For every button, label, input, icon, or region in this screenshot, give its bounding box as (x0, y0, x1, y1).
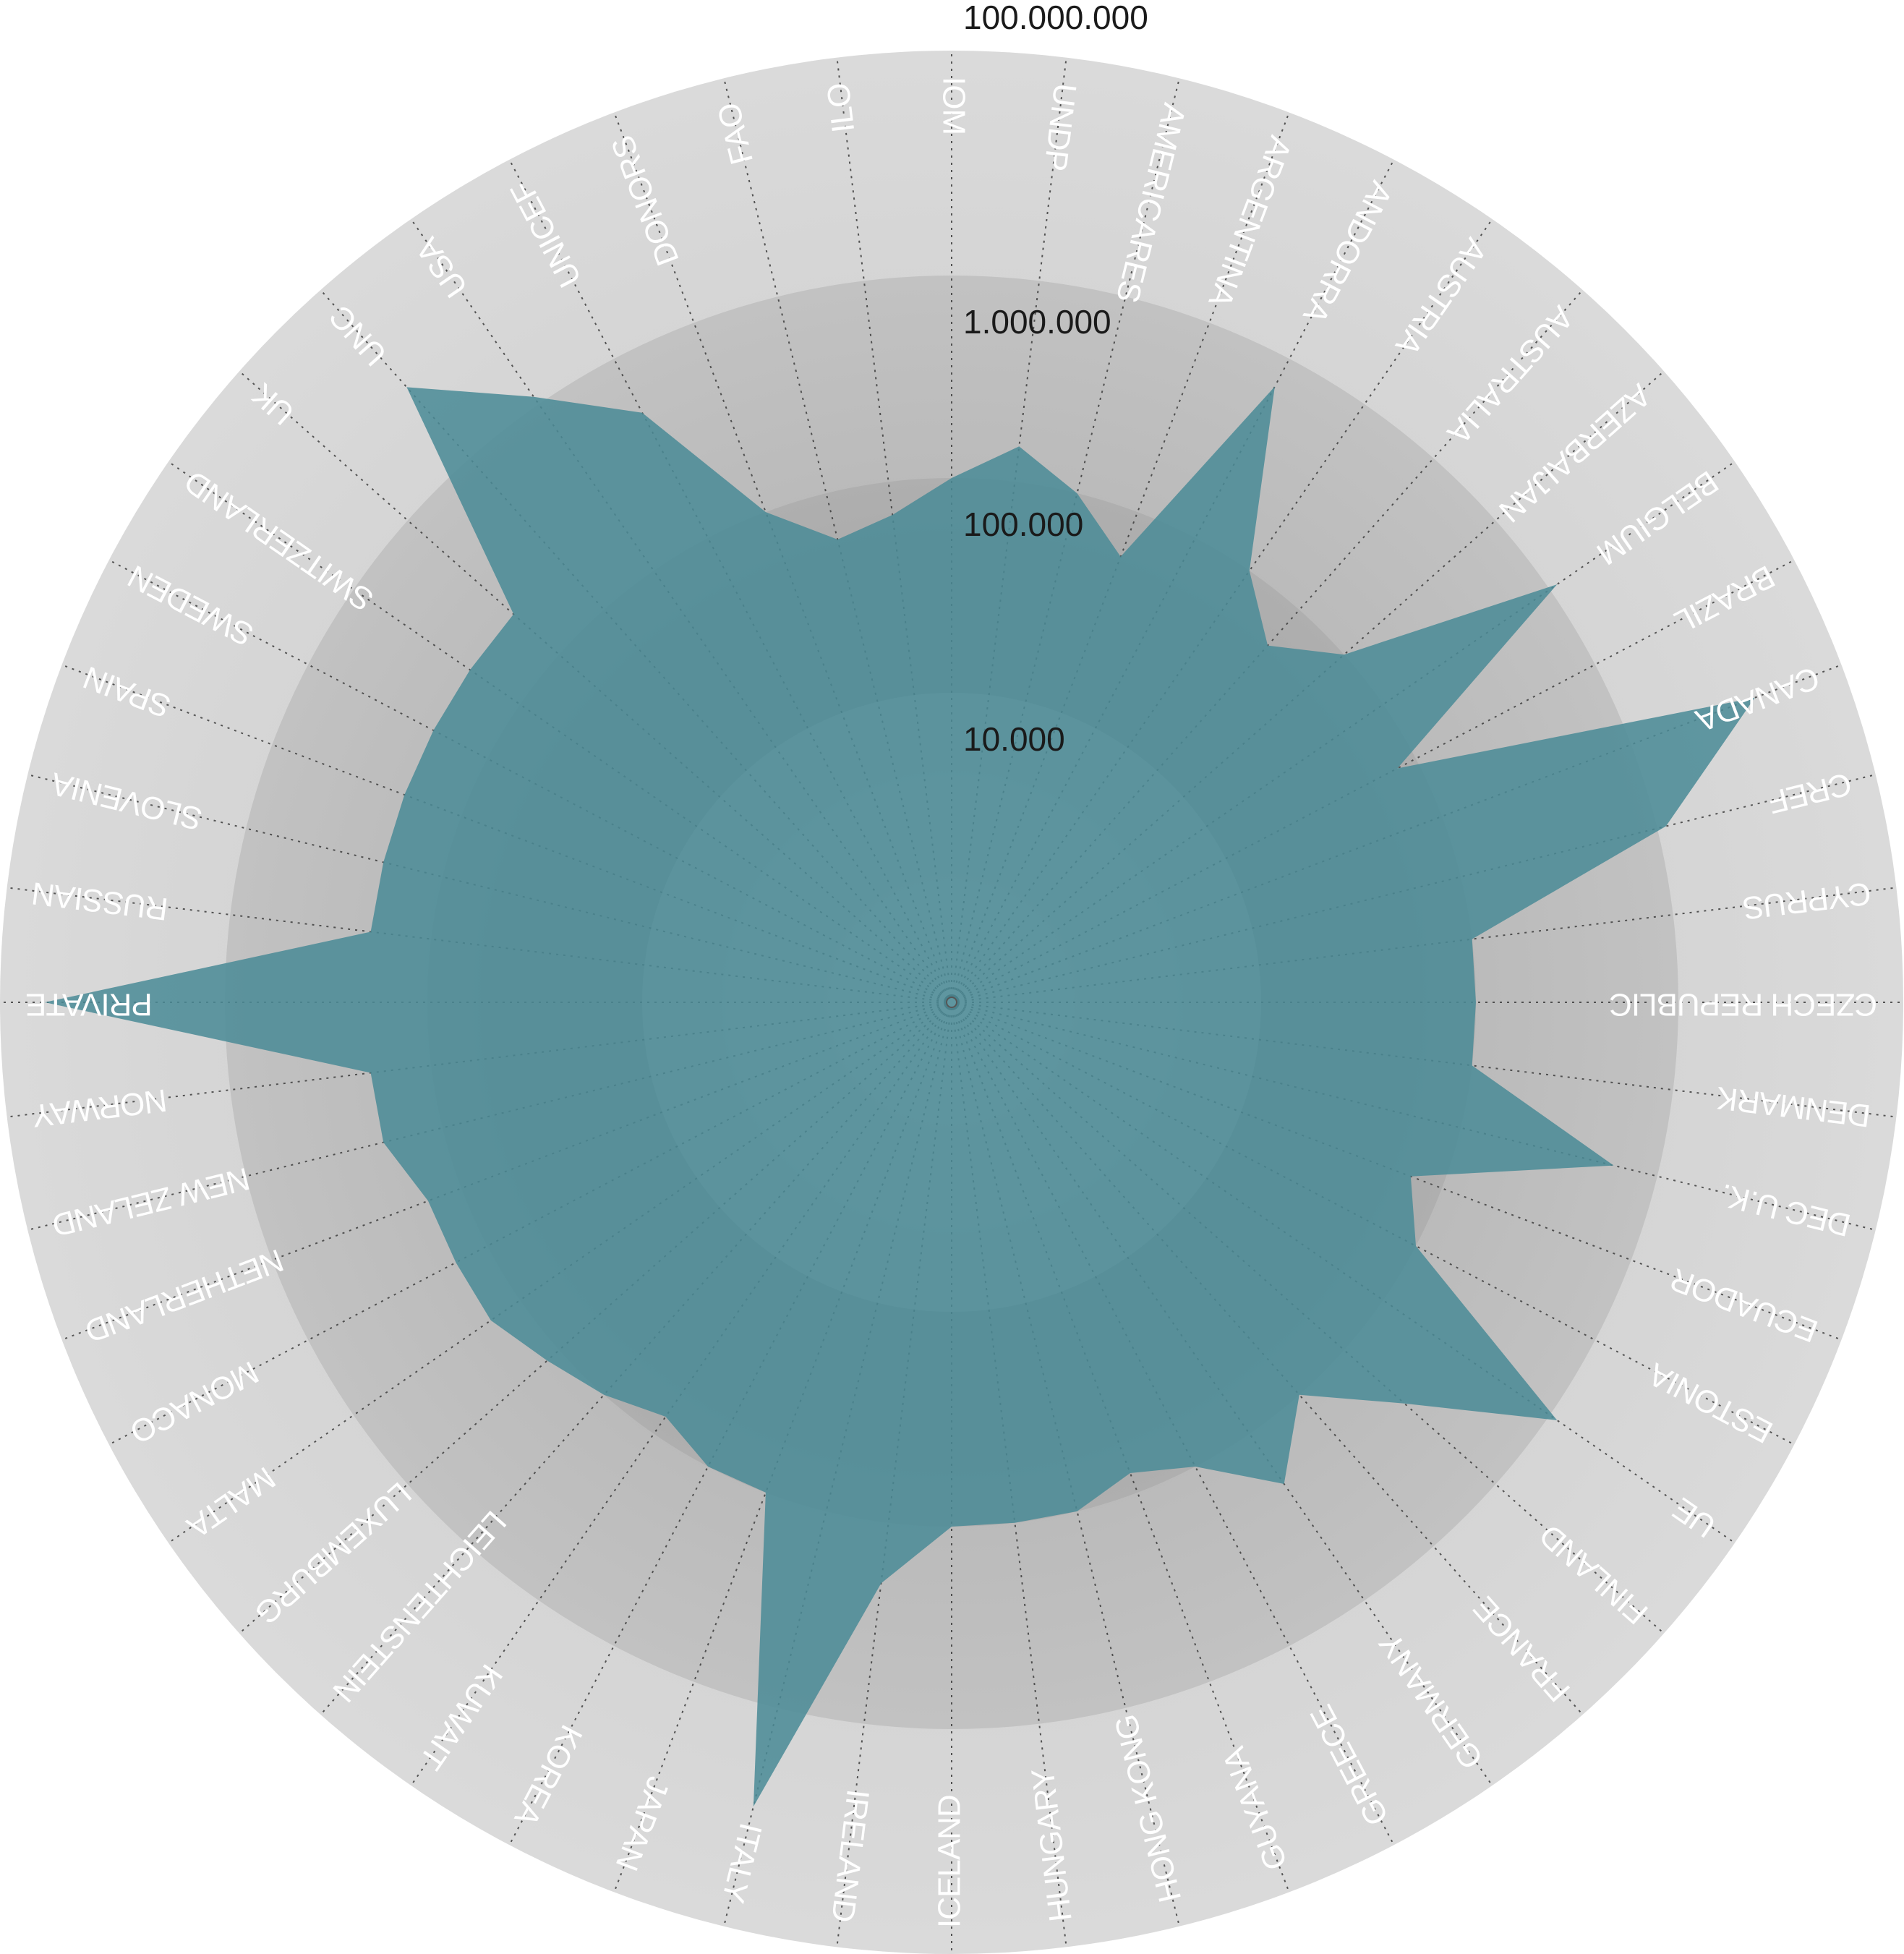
spoke-germany (954, 1007, 1493, 1786)
category-label-iom: IOM (936, 77, 971, 135)
series-layer (44, 386, 1755, 1807)
center-dot (946, 997, 957, 1008)
category-label-czech-republic: CZECH REPUBLIC (1610, 986, 1877, 1022)
spoke-guyana (952, 1007, 1290, 1893)
category-label-ilo: ILO (821, 82, 862, 135)
spoke-australia (955, 289, 1584, 999)
spoke-slovenia (27, 774, 947, 1002)
tick-label-100000: 100.000 (963, 505, 1083, 543)
spoke-kuwait (410, 1007, 949, 1786)
spoke-luxemburg (239, 1005, 948, 1634)
spoke-switzerland (168, 461, 947, 1000)
spoke-netherland (61, 1003, 947, 1341)
spoke-usa (410, 218, 949, 998)
spoke-azerbaijan (955, 370, 1665, 999)
spoke-malta (168, 1004, 947, 1544)
tick-label-1000000: 1.000.000 (963, 303, 1111, 341)
series-area-0 (44, 386, 1755, 1807)
category-label-iceland: ICELAND (932, 1795, 968, 1928)
spoke-ecuador (957, 1003, 1842, 1341)
tick-labels: 10.000 100.000 1.000.000 100.000.000 (963, 0, 1148, 758)
category-label-private: PRIVATE (26, 986, 153, 1022)
spoke-dec-u-k (957, 1002, 1876, 1231)
spoke-argentina (952, 112, 1290, 997)
spoke-americares (952, 78, 1180, 997)
spoke-japan (613, 1007, 951, 1893)
spoke-uk (239, 370, 948, 999)
tick-label-100000000: 100.000.000 (963, 0, 1148, 36)
spoke-ue (956, 1004, 1736, 1544)
spoke-france (955, 1006, 1584, 1715)
spoke-hong-kong (952, 1007, 1180, 1927)
spoke-new-zeland (27, 1002, 947, 1231)
spoke-cref (957, 774, 1876, 1002)
tick-label-10000: 10.000 (963, 720, 1065, 758)
spoke-belgium (956, 461, 1736, 1000)
spoke-finland (955, 1005, 1665, 1634)
